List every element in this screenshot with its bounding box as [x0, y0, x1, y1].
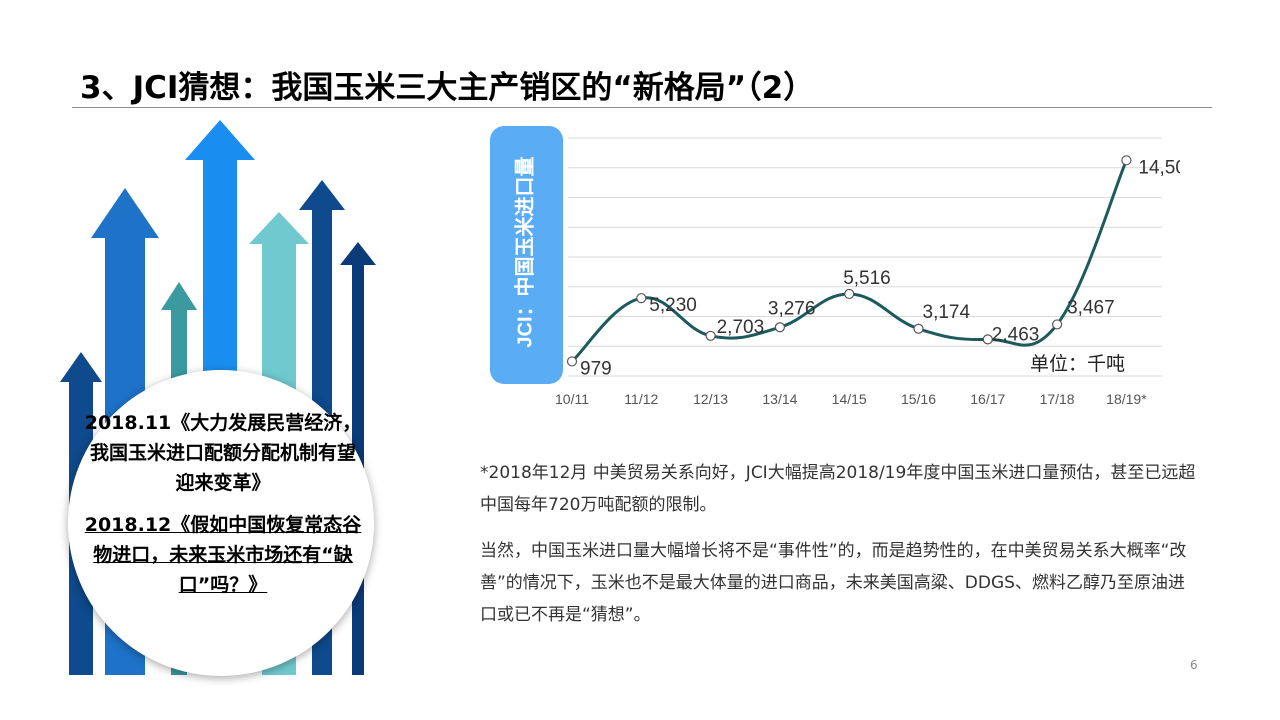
data-label: 3,276 — [768, 298, 816, 319]
data-label: 3,467 — [1067, 297, 1115, 318]
data-point — [913, 323, 924, 334]
data-point — [566, 356, 578, 367]
x-tick-label: 17/18 — [1040, 391, 1075, 407]
data-label: 2,463 — [992, 324, 1040, 345]
callout-circle — [68, 370, 374, 676]
data-point — [982, 334, 993, 345]
x-tick-label: 12/13 — [693, 391, 728, 407]
data-point — [636, 293, 647, 304]
data-label: 5,230 — [649, 295, 697, 316]
x-tick-label: 13/14 — [762, 391, 797, 407]
commentary-paragraph-2: 当然，中国玉米进口量大幅增长将不是“事件性”的，而是趋势性的，在中美贸易关系大概… — [480, 541, 1187, 625]
x-tick-label: 15/16 — [901, 391, 936, 407]
x-tick-label: 10/11 — [555, 391, 589, 407]
data-label: 5,516 — [843, 268, 891, 289]
data-point — [705, 330, 716, 341]
y-axis-label: JCI：中国玉米进口量 — [512, 156, 536, 347]
data-point — [1121, 155, 1132, 166]
callout-item-2: 2018.12《假如中国恢复常态谷物进口，未来玉米市场还有“缺口”吗？》 — [84, 514, 362, 596]
data-point — [774, 322, 785, 333]
unit-label: 单位：千吨 — [1030, 353, 1125, 375]
data-point — [844, 288, 855, 300]
data-label: 3,174 — [923, 302, 971, 323]
commentary-paragraph-1: *2018年12月 中美贸易关系向好，JCI大幅提高2018/19年度中国玉米进… — [480, 463, 1196, 515]
x-tick-label: 11/12 — [624, 391, 658, 407]
data-label: 979 — [580, 358, 612, 379]
page-number: 6 — [1190, 658, 1198, 672]
series-line — [570, 159, 1128, 363]
data-label: 2,703 — [717, 317, 765, 338]
callout-item-1: 2018.11《大力发展民营经济，我国玉米进口配额分配机制有望迎来变革》 — [84, 412, 362, 494]
slide-title: 3、JCI猜想：我国玉米三大主产销区的“新格局”（2） — [80, 70, 815, 106]
commentary: *2018年12月 中美贸易关系向好，JCI大幅提高2018/19年度中国玉米进… — [480, 457, 1200, 645]
y-axis-label-box — [490, 126, 563, 384]
title-divider — [72, 107, 1212, 108]
x-tick-label: 18/19* — [1106, 391, 1147, 407]
data-label: 14,500 — [1138, 157, 1180, 178]
x-tick-label: 14/15 — [832, 391, 867, 407]
data-point — [1051, 319, 1063, 330]
x-tick-label: 16/17 — [970, 391, 1005, 407]
callout-text: 2018.11《大力发展民营经济，我国玉米进口配额分配机制有望迎来变革》 201… — [82, 408, 364, 612]
